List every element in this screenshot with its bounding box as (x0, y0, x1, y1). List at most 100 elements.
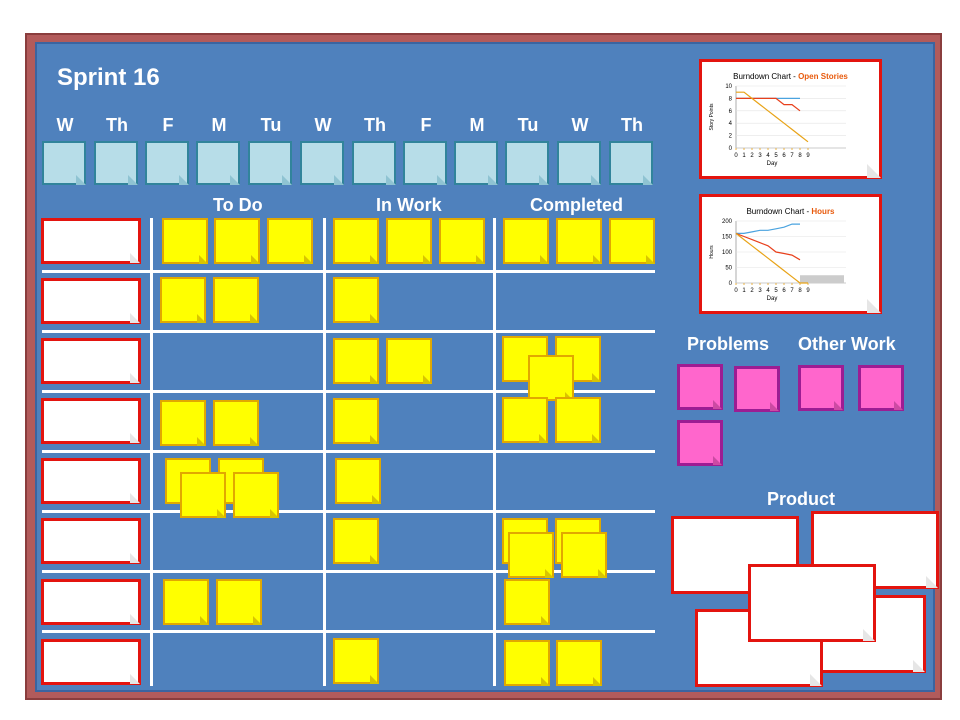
task-sticky-note[interactable] (503, 218, 549, 264)
x-tick-label: 7 (790, 288, 794, 294)
swimlane-divider (42, 270, 655, 273)
column-divider (150, 218, 153, 686)
task-sticky-note[interactable] (333, 398, 379, 444)
day-box[interactable] (42, 141, 86, 185)
story-card[interactable] (41, 639, 141, 685)
column-header-todo: To Do (213, 195, 263, 215)
task-sticky-note[interactable] (609, 218, 655, 264)
series-line (736, 223, 800, 234)
y-axis-label: Story Points (709, 103, 715, 130)
task-sticky-note[interactable] (213, 400, 259, 446)
product-card[interactable] (748, 564, 876, 642)
day-label: Th (364, 115, 386, 135)
task-sticky-note[interactable] (216, 579, 262, 625)
column-divider (493, 218, 496, 686)
x-axis-label: Day (767, 296, 778, 302)
day-box[interactable] (557, 141, 601, 185)
task-sticky-note[interactable] (333, 518, 379, 564)
task-sticky-note[interactable] (163, 579, 209, 625)
day-box[interactable] (352, 141, 396, 185)
story-card[interactable] (41, 278, 141, 324)
x-tick-label: 0 (734, 153, 738, 159)
burndown-title-hours: Burndown Chart - Hours (746, 207, 835, 216)
day-box[interactable] (145, 141, 189, 185)
x-tick-label: 1 (742, 288, 746, 294)
story-card[interactable] (41, 218, 141, 264)
product-label: Product (767, 489, 836, 509)
column-header-in-work: In Work (376, 195, 442, 215)
day-label: M (469, 115, 485, 135)
swimlane-divider (42, 510, 655, 513)
x-tick-label: 9 (806, 153, 810, 159)
task-sticky-note[interactable] (233, 472, 279, 518)
story-card[interactable] (41, 579, 141, 625)
task-sticky-note[interactable] (267, 218, 313, 264)
sprint-title: Sprint 16 (57, 64, 160, 91)
x-tick-label: 6 (782, 288, 786, 294)
story-card[interactable] (41, 518, 141, 564)
x-tick-label: 0 (734, 288, 738, 294)
swimlane-divider (42, 330, 655, 333)
day-box[interactable] (300, 141, 344, 185)
task-sticky-note[interactable] (213, 277, 259, 323)
task-sticky-note[interactable] (333, 338, 379, 384)
task-sticky-note[interactable] (504, 579, 550, 625)
y-tick-label: 150 (722, 235, 733, 241)
task-sticky-note[interactable] (386, 218, 432, 264)
y-tick-label: 50 (725, 266, 732, 272)
day-box[interactable] (454, 141, 498, 185)
day-label: Tu (517, 115, 539, 135)
task-sticky-note[interactable] (439, 218, 485, 264)
series-line (735, 232, 808, 284)
task-sticky-note[interactable] (504, 640, 550, 686)
day-box[interactable] (248, 141, 292, 185)
x-tick-label: 4 (766, 288, 770, 294)
x-tick-label: 2 (750, 153, 754, 159)
task-sticky-note[interactable] (333, 277, 379, 323)
series-line (736, 91, 809, 143)
x-tick-label: 2 (750, 288, 754, 294)
problem-sticky[interactable] (677, 364, 723, 410)
task-sticky-note[interactable] (180, 472, 226, 518)
problem-sticky[interactable] (734, 366, 780, 412)
day-box[interactable] (505, 141, 549, 185)
task-sticky-note[interactable] (335, 458, 381, 504)
task-sticky-note[interactable] (528, 355, 574, 401)
task-sticky-note[interactable] (160, 400, 206, 446)
task-sticky-note[interactable] (162, 218, 208, 264)
story-card[interactable] (41, 338, 141, 384)
x-tick-label: 8 (798, 153, 802, 159)
task-sticky-note[interactable] (556, 218, 602, 264)
other-work-sticky[interactable] (858, 365, 904, 411)
x-tick-label: 5 (774, 288, 778, 294)
day-box[interactable] (609, 141, 653, 185)
task-sticky-note[interactable] (556, 640, 602, 686)
story-card[interactable] (41, 458, 141, 504)
task-sticky-note[interactable] (214, 218, 260, 264)
burndown-card-stories[interactable]: Burndown Chart - Open Stories 0 2 4 6 8 10 0 1 2… (699, 59, 882, 179)
task-sticky-note[interactable] (502, 397, 548, 443)
task-sticky-note[interactable] (333, 638, 379, 684)
burndown-card-hours[interactable]: Burndown Chart - Hours 0 50 100 150 200 0 1 2 3 4… (699, 194, 882, 314)
swimlane-divider (42, 450, 655, 453)
task-sticky-note[interactable] (561, 532, 607, 578)
swimlane-divider (42, 570, 655, 573)
day-label: Th (621, 115, 643, 135)
swimlane-divider (42, 390, 655, 393)
task-sticky-note[interactable] (386, 338, 432, 384)
task-sticky-note[interactable] (555, 397, 601, 443)
problem-sticky[interactable] (677, 420, 723, 466)
y-tick-label: 4 (729, 121, 733, 127)
task-sticky-note[interactable] (508, 532, 554, 578)
column-divider (323, 218, 326, 686)
task-sticky-note[interactable] (333, 218, 379, 264)
task-sticky-note[interactable] (160, 277, 206, 323)
story-card[interactable] (41, 398, 141, 444)
day-box[interactable] (403, 141, 447, 185)
x-tick-label: 9 (806, 288, 810, 294)
other-work-sticky[interactable] (798, 365, 844, 411)
day-box[interactable] (94, 141, 138, 185)
day-box[interactable] (196, 141, 240, 185)
